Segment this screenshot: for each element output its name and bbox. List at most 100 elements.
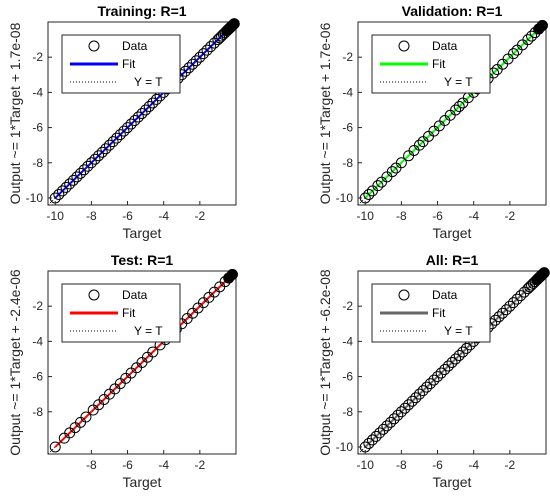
legend-label: Data [432,39,458,53]
data-point [140,104,152,116]
data-point-cluster [538,267,550,279]
legend-data-marker [398,40,410,52]
legend: Data Fit Y = T [371,283,491,343]
data-point [417,385,429,397]
data-point [53,188,65,200]
data-point [526,30,538,42]
data-point [143,100,155,112]
y-tick-label: -4 [32,334,43,348]
data-point [89,153,101,165]
y-tick-label: -8 [32,405,43,419]
y-tick-label: -8 [342,405,353,419]
data-point [381,420,393,432]
data-point [457,346,469,358]
data-point [388,413,400,425]
data-point [60,181,72,193]
data-point [132,111,144,123]
data-point [205,41,217,53]
data-point [122,122,134,134]
y-tick-label: -10 [336,440,354,454]
x-tick-label: -10 [47,209,65,223]
x-axis-label: Target [433,474,472,490]
data-point [507,48,519,60]
y-axis-label: Output ~= 1*Target + -2.4e-06 [7,269,23,456]
data-point [522,34,534,46]
y-tick-label: -6 [32,121,43,135]
data-point [147,346,159,358]
data-point [450,104,462,116]
data-point [71,171,83,183]
y-tick-label: -6 [342,121,353,135]
data-point [67,174,79,186]
x-tick-label: -4 [158,458,169,472]
x-tick-label: -10 [357,458,375,472]
data-point [150,93,162,105]
data-point [64,178,76,190]
data-point [386,166,398,178]
y-axis-label: Output ~= 1*Target + 1.7e-08 [7,22,23,204]
data-point [399,402,411,414]
legend-data-marker [88,40,100,52]
legend-data-marker [88,289,100,301]
data-point [395,157,407,169]
y-tick-label: -6 [32,370,43,384]
x-tick-label: -6 [122,209,133,223]
data-point [96,146,108,158]
x-tick-label: -8 [86,458,97,472]
data-point [363,188,375,200]
data-point [453,349,465,361]
chart-panel-4: -10 -8 -6 -4 -2 -10 -8 -6 -4 -2 All: R=1 Target Outp… [317,252,550,490]
data-point [385,416,397,428]
x-tick-label: -8 [396,209,407,223]
data-point [136,108,148,119]
data-point [515,290,527,302]
y-tick-label: -4 [32,85,43,99]
legend-label: Fit [432,306,446,320]
x-tick-label: -2 [195,458,206,472]
x-tick-label: -6 [432,209,443,223]
data-point [194,51,206,63]
chart-title: All: R=1 [426,252,479,268]
data-point [406,395,418,407]
data-point [453,100,465,112]
data-point [395,406,407,418]
data-point [56,185,68,197]
data-point [363,437,375,449]
x-tick-label: -4 [468,458,479,472]
data-point [392,409,404,421]
data-point [500,304,512,316]
legend-data-marker [398,289,410,301]
data-point [183,62,195,74]
x-tick-label: -2 [505,209,516,223]
legend-label: Y = T [444,324,473,338]
chart-title: Training: R=1 [97,3,186,19]
data-point [504,300,516,312]
y-tick-label: -2 [32,50,43,64]
data-point [366,434,378,446]
chart-panel-3: -8 -6 -4 -2 -8 -6 -4 -2 Test: R=1 Target Output ~=… [7,252,238,490]
y-tick-label: -10 [336,191,354,205]
data-point [403,399,415,411]
data-point [413,388,425,400]
data-point [114,129,126,141]
y-tick-label: -6 [342,370,353,384]
legend-label: Fit [122,57,136,71]
legend-label: Fit [432,57,446,71]
y-axis-label: Output ~= 1*Target + 1.7e-06 [317,22,333,204]
data-point [75,167,87,179]
data-point [377,423,389,435]
x-axis-label: Target [123,225,162,241]
legend: Data Fit Y = T [61,283,181,343]
data-point [413,139,425,151]
x-tick-label: -8 [396,458,407,472]
data-point [439,364,451,376]
data-point [93,150,105,162]
data-point [82,160,94,172]
x-tick-label: -10 [357,209,375,223]
data-point [118,125,130,137]
data-point [201,44,213,56]
chart-panel-2: -10 -8 -6 -4 -2 -10 -8 -6 -4 -2 Validation: R=1 Tar… [317,3,548,241]
data-point [446,357,458,368]
y-tick-label: -10 [26,191,44,205]
data-point-cluster [228,18,240,30]
